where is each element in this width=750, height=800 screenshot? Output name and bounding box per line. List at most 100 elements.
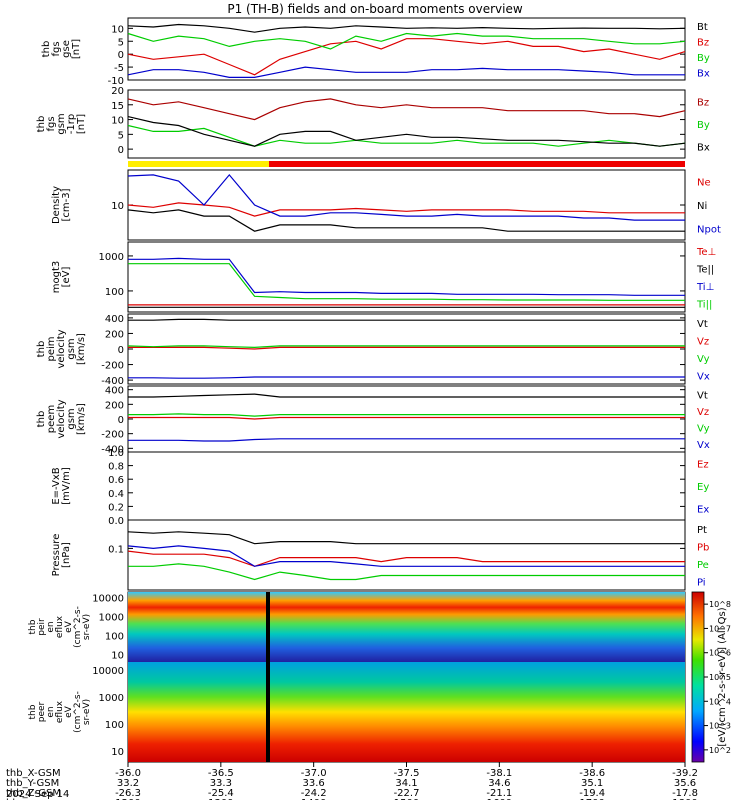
legend-mom-t3-Ti⊥: Ti⊥ [696,282,714,293]
legend-mom-t3-Te||: Te|| [696,264,714,275]
legend-mom-t3-Ti||: Ti|| [696,299,712,310]
y-axis-label-peer-en-eflux: thb [28,704,38,719]
y-tick-label-peer-en-eflux: 10 [111,747,124,758]
x-row-label: thb_Y-GSM [6,778,59,789]
legend-fgs-gse-Bx: Bx [697,68,710,79]
y-tick-label-peir-en-eflux: 10 [111,650,124,661]
series-line-mom-t3-Ti|| [128,263,685,301]
x-tick-label: 1600 [487,798,512,800]
x-tick-label: 35.6 [674,778,696,789]
y-tick-label-fgs-gsm: 5 [118,130,124,141]
ion-spectrogram-gap [266,592,270,662]
y-tick-label-peer-en-eflux: 1000 [99,693,124,704]
y-tick-label-peir-en-eflux: 100 [105,632,124,643]
legend-E-field-Ex: Ex [697,505,709,516]
y-axis-label-fgs-gsm: [nT] [76,114,87,134]
y-tick-label-peim-velocity: 0 [118,345,124,356]
x-tick-label: -19.4 [579,788,605,799]
y-tick-label-Pressure: 0.1 [108,544,124,555]
series-line-Density-Ni [127,209,685,232]
series-line-peim-velocity-Vx [128,376,685,379]
y-tick-label-peim-velocity: 400 [105,314,124,325]
y-tick-label-peir-en-eflux: 10000 [92,594,124,605]
x-tick-label: 1200 [115,798,140,800]
y-tick-label-E-field: 0.4 [108,489,124,500]
y-axis-label-peim-velocity: velocity [56,329,67,368]
y-tick-label-E-field: 0.6 [108,475,124,486]
y-tick-label-peem-velocity: -400 [101,444,124,455]
series-line-fgs-gsm-Bz [127,98,686,121]
series-line-mom-t3-Ti⊥ [128,257,685,296]
y-axis-label-peem-velocity: gsm [66,408,77,429]
date-label: 2024 Sep 14 [6,789,69,800]
y-axis-label-peer-en-eflux: sr-eV) [82,699,92,725]
x-tick-label: -39.2 [672,768,698,779]
y-axis-label-peem-velocity: [km/s] [76,403,87,435]
x-tick-label: 34.6 [488,778,510,789]
mode-bar [128,161,685,167]
colorbar: 10^2 10^3 10^4 10^5 10^6 10^7 10^8 [eV/(cm^2-s… [691,591,731,763]
series-line-Pressure-Pe [128,563,685,581]
colorbar-tick-label: 10^5 [709,673,731,682]
legend-fgs-gsm-Bz: Bz [697,97,709,108]
y-axis-label-peem-velocity: velocity [56,399,67,438]
y-axis-label-peim-velocity: [km/s] [76,333,87,365]
y-tick-label-fgs-gsm: 15 [111,101,124,112]
panel-frame-Density [127,169,686,241]
y-tick-label-peim-velocity: -200 [101,361,124,372]
legend-fgs-gse-By: By [697,53,710,64]
y-axis-label-mom-t3: [eV] [61,267,72,288]
y-tick-label-fgs-gse: -5 [114,63,124,74]
panel-frame-E-field [127,451,686,521]
series-line-peim-velocity-Vz [128,346,685,350]
colorbar-tick-label: 10^2 [709,746,731,755]
y-tick-label-fgs-gse: 0 [118,50,124,61]
mode-bar-fast [128,161,269,167]
y-axis-label-peir-en-eflux: thb [28,619,38,634]
y-axis-label-peer-en-eflux: eflux [55,700,65,723]
y-axis-label-E-field: E=-VxB [51,467,62,504]
y-axis-label-peir-en-eflux: (cm^2-s- [73,606,83,648]
x-tick-label: -22.7 [394,788,420,799]
series-line-fgs-gse-Bx [127,66,685,79]
panel-frame-mom-t3 [127,241,686,313]
legend-Pressure-Pi: Pi [697,577,706,588]
y-axis-label-fgs-gse: gse [61,40,72,58]
x-tick-label: 33.3 [210,778,232,789]
legend-peem-velocity-Vy: Vy [697,423,710,434]
panel-frame-fgs-gse [127,17,686,81]
y-axis-label-fgs-gse: [nT] [71,39,82,59]
y-tick-label-E-field: 0.0 [108,516,124,527]
y-axis-label-Density: Density [51,186,62,224]
legend-peem-velocity-Vx: Vx [697,440,710,451]
y-axis-label-peir-en-eflux: eV [64,620,74,633]
series-line-peem-velocity-Vx [128,438,685,442]
y-axis-label-fgs-gsm: -1rp [66,114,77,134]
colorbar-label: [eV/(cm^2-s-sr-eV)] (All Qs) [717,607,728,746]
x-tick-label: -38.1 [486,768,512,779]
y-tick-label-mom-t3: 1000 [99,252,124,263]
series-line-peim-velocity-Vy [127,345,685,349]
y-axis-label-peer-en-eflux: eV [64,705,74,718]
legend-peem-velocity-Vt: Vt [697,390,708,401]
y-axis-label-peir-en-eflux: en [46,621,56,632]
y-tick-label-E-field: 0.2 [108,502,124,513]
x-tick-label: 1400 [301,798,326,800]
y-tick-label-E-field: 1.0 [108,448,124,459]
colorbar-tick-label: 10^4 [709,697,731,706]
legend-Pressure-Pe: Pe [697,560,709,571]
legend-peim-velocity-Vy: Vy [697,354,710,365]
y-tick-label-peer-en-eflux: 10000 [92,666,124,677]
x-tick-label: 1500 [394,798,419,800]
legend-fgs-gse-Bz: Bz [697,37,709,48]
x-tick-label: 1300 [208,798,233,800]
y-tick-label-Density: 10 [111,201,124,212]
series-line-peem-velocity-Vt [128,393,685,398]
ion-spectrogram-fill [128,592,685,662]
y-axis-label-peir-en-eflux: peir [37,618,47,636]
legend-peim-velocity-Vz: Vz [697,336,709,347]
y-tick-label-fgs-gsm: 20 [111,86,124,97]
colorbar-tick-label: 10^8 [709,600,731,609]
y-tick-label-fgs-gsm: 10 [111,116,124,127]
